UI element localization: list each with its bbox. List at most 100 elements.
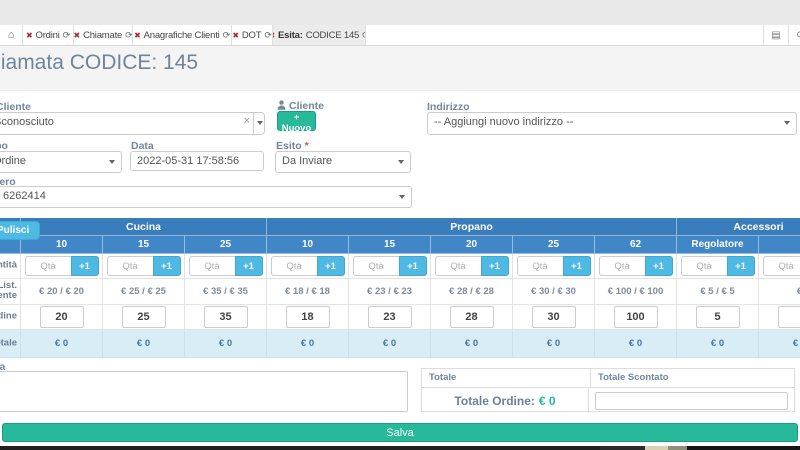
indirizzo-select[interactable]: -- Aggiungi nuovo indirizzo -- [427,112,797,135]
bottom-bar-segment [668,446,687,450]
column-header: 62 [595,236,677,254]
home-icon: ⌂ [8,29,14,41]
plus-one-button[interactable]: +1 [399,256,427,276]
quantity-cell: +1 [431,254,513,279]
price-value: € 18 / € 18 [285,286,330,297]
quantity-input[interactable] [517,256,563,276]
refresh-icon[interactable]: ⟳ [791,25,800,45]
refresh-icon[interactable]: ⟳ [223,30,230,41]
order-price-input[interactable] [40,306,84,328]
plus-one-button[interactable]: +1 [235,256,263,276]
plus-one-button[interactable]: +1 [481,256,509,276]
totale-scontato-input[interactable] [595,392,788,410]
tipo-select[interactable]: Ordine [0,151,122,173]
quantity-cell: +1 [595,254,677,279]
tab-label: CODICE 145 [306,30,359,41]
quantity-input[interactable] [681,256,727,276]
esito-select[interactable]: Da Inviare [275,151,411,173]
bottom-bar-segment [645,446,668,450]
order-price-input[interactable] [368,306,412,328]
salva-button[interactable]: Salva [2,423,798,442]
quantity-input[interactable] [271,256,317,276]
close-icon[interactable]: ✖ [273,31,275,40]
total-value: € 0 [711,338,724,349]
bottom-bar-segment [600,446,645,450]
order-price-input[interactable] [286,306,330,328]
quantity-input[interactable] [353,256,399,276]
order-price-input[interactable] [696,306,740,328]
plus-one-button[interactable]: +1 [645,256,673,276]
total-value: € 0 [137,338,150,349]
tab-anagrafiche-clienti[interactable]: ✖Anagrafiche Clienti⟳ [133,25,232,45]
price-cell: € 30 / € 30 [513,279,595,305]
note-textarea[interactable] [0,371,408,412]
tab-codice-145[interactable]: ✖Esita:CODICE 145⟳ [273,25,366,45]
plus-one-button[interactable]: +1 [563,256,591,276]
order-price-input[interactable] [614,306,658,328]
column-header [759,236,800,254]
close-icon[interactable]: ✖ [134,31,141,40]
quantity-input[interactable] [599,256,645,276]
pulisci-button[interactable]: Pulisci [0,221,40,240]
quantity-cell: +1 [21,254,103,279]
column-header: Regolatore [677,236,759,254]
order-price-input[interactable] [450,306,494,328]
data-input[interactable] [130,151,264,171]
quantity-cell: +1 [349,254,431,279]
refresh-icon[interactable]: ⟳ [125,30,132,41]
cliente-select[interactable]: Sconosciuto × [0,112,265,135]
total-value: € 0 [383,338,396,349]
quantity-cell: +1 [267,254,349,279]
tabbar-divider [763,25,764,45]
quantity-input[interactable] [25,256,71,276]
order-cell [677,305,759,330]
order-cell [349,305,431,330]
quantity-input[interactable] [189,256,235,276]
numero-select[interactable]: 6262414 [0,186,412,208]
price-cell: € 5 / € 5 [677,279,759,305]
order-cell [185,305,267,330]
tab-label: Ordini [36,30,60,41]
order-price-input[interactable] [532,306,576,328]
close-icon[interactable]: ✖ [74,31,80,40]
close-icon[interactable]: ✖ [26,31,33,40]
total-value: € 0 [219,338,232,349]
quantity-input[interactable] [763,256,800,276]
price-cell: € [759,279,800,305]
indirizzo-value: -- Aggiungi nuovo indirizzo -- [434,116,573,128]
tab-chiamate[interactable]: ✖Chiamate⟳ [74,25,133,45]
refresh-icon[interactable]: ⟳ [264,30,271,41]
order-price-input[interactable] [204,306,248,328]
order-price-input[interactable] [122,306,166,328]
menu-icon[interactable]: ▤ [766,25,786,45]
totale-ordine: Totale Ordine: € 0 [422,388,589,413]
row-label: Quantità [0,254,21,279]
tab-ordini[interactable]: ✖Ordini⟳ [23,25,74,45]
quantity-cell: +1 [677,254,759,279]
price-cell: € 18 / € 18 [267,279,349,305]
order-price-input[interactable] [778,306,800,328]
chevron-down-icon [398,160,404,164]
plus-one-button[interactable]: +1 [727,256,755,276]
chevron-down-icon [257,121,263,125]
plus-one-button[interactable]: +1 [317,256,345,276]
quantity-input[interactable] [435,256,481,276]
price-value: € 100 / € 100 [608,286,663,297]
total-cell: € 0 [677,330,759,358]
quantity-input[interactable] [107,256,153,276]
price-value: € 25 / € 25 [121,286,166,297]
tab-dot[interactable]: ✖DOT⟳ [232,25,273,45]
close-icon[interactable]: ✖ [232,31,239,40]
refresh-icon[interactable]: ⟳ [63,30,70,41]
nuovo-button[interactable]: + Nuovo [277,111,316,131]
total-value: € 0 [55,338,68,349]
price-value: € 20 / € 20 [39,286,84,297]
total-cell: € 0 [103,330,185,358]
clear-selection-icon[interactable]: × [244,115,250,127]
dropdown-arrow[interactable] [253,113,264,134]
plus-one-button[interactable]: +1 [71,256,99,276]
tab-home[interactable]: ⌂ [0,25,23,45]
column-header: 10 [267,236,349,254]
plus-one-button[interactable]: +1 [153,256,181,276]
refresh-icon[interactable]: ⟳ [362,30,366,41]
